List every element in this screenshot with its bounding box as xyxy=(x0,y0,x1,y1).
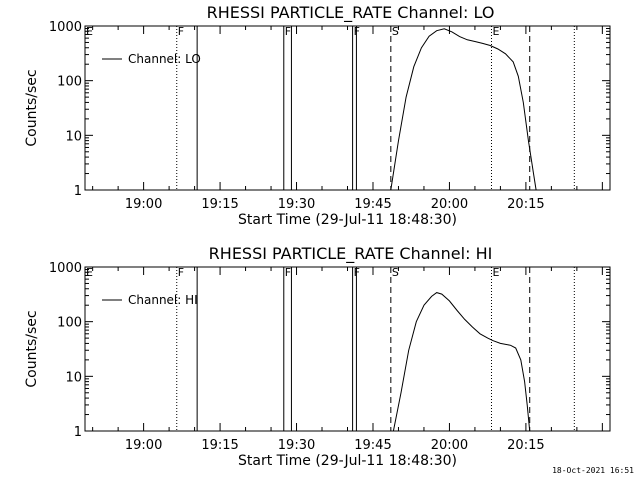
y-tick-label: 1000 xyxy=(49,20,82,35)
x-tick-label: 19:45 xyxy=(354,197,391,212)
y-tick-label: 10 xyxy=(65,370,82,385)
x-axis-label: Start Time (29-Jul-11 18:48:30) xyxy=(238,453,457,469)
chart-title: RHESSI PARTICLE_RATE Channel: LO xyxy=(207,3,495,23)
y-tick-label: 1 xyxy=(74,184,82,199)
y-axis-label: Counts/sec xyxy=(24,69,40,146)
x-tick-label: 19:00 xyxy=(125,438,162,453)
y-tick-label: 1000 xyxy=(49,261,82,276)
event-marker-label: S xyxy=(392,266,399,279)
x-tick-label: 19:15 xyxy=(201,438,238,453)
chart-panel-2: RHESSI PARTICLE_RATE Channel: HI 1 10 100 10… xyxy=(24,244,611,469)
event-marker-label: F xyxy=(178,266,184,279)
x-axis-label: Start Time (29-Jul-11 18:48:30) xyxy=(238,212,457,228)
chart-title: RHESSI PARTICLE_RATE Channel: HI xyxy=(209,244,493,264)
x-tick-label: 20:15 xyxy=(507,438,544,453)
y-tick-label: 10 xyxy=(65,129,82,144)
x-tick-label: 19:45 xyxy=(354,438,391,453)
y-tick-label: 100 xyxy=(57,316,82,331)
event-marker-label: F xyxy=(285,25,291,38)
chart-panel-1: RHESSI PARTICLE_RATE Channel: LO 1 10 100 10… xyxy=(24,3,611,228)
plot-frame xyxy=(84,266,611,432)
event-marker-label: E xyxy=(86,266,93,279)
event-marker-label: E xyxy=(86,25,93,38)
x-tick-label: 20:15 xyxy=(507,197,544,212)
event-marker-label: E xyxy=(492,25,499,38)
event-marker-label: F xyxy=(178,25,184,38)
x-tick-label: 19:30 xyxy=(278,438,315,453)
event-marker-label: F xyxy=(285,266,291,279)
series-line xyxy=(392,292,531,432)
event-marker-label: S xyxy=(392,25,399,38)
x-tick-label: 19:30 xyxy=(278,197,315,212)
series-line xyxy=(390,28,537,191)
plot-frame xyxy=(84,25,611,191)
y-tick-label: 1 xyxy=(74,425,82,440)
event-marker-label: E xyxy=(492,266,499,279)
x-tick-label: 19:00 xyxy=(125,197,162,212)
y-tick-label: 100 xyxy=(57,75,82,90)
legend-label: Channel: HI xyxy=(128,293,198,307)
x-tick-label: 19:15 xyxy=(201,197,238,212)
x-tick-label: 20:00 xyxy=(431,438,468,453)
x-tick-label: 20:00 xyxy=(431,197,468,212)
legend-label: Channel: LO xyxy=(128,52,201,66)
y-axis-label: Counts/sec xyxy=(24,310,40,387)
timestamp: 18-Oct-2021 16:51 xyxy=(552,466,634,475)
